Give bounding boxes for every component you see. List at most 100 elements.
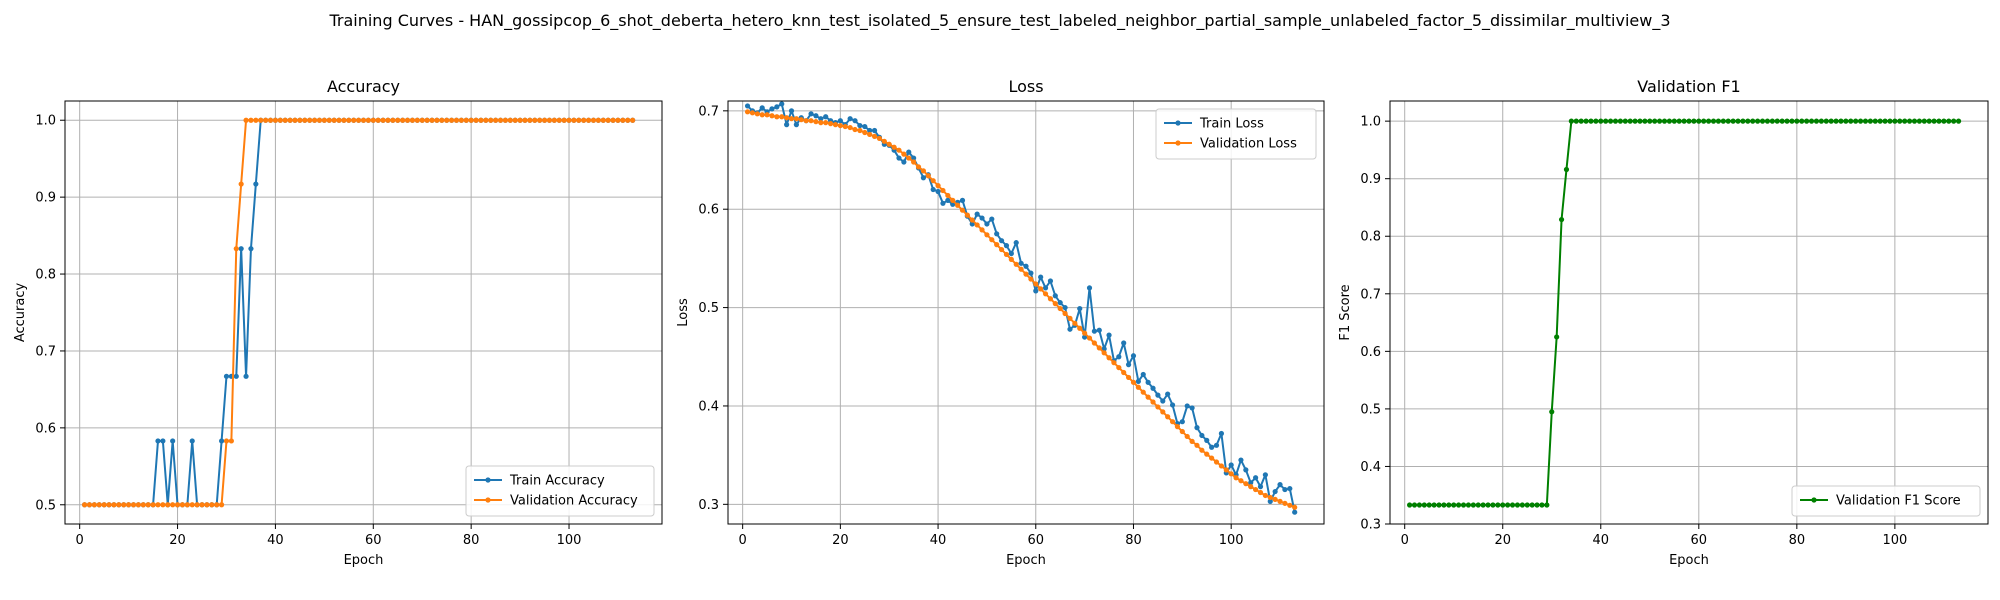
- data-point: [1228, 471, 1234, 477]
- data-point: [979, 227, 985, 233]
- data-point: [808, 118, 814, 124]
- data-point: [1456, 502, 1462, 508]
- data-point: [1681, 118, 1687, 124]
- data-point: [1140, 371, 1146, 378]
- data-point: [493, 117, 499, 123]
- data-point: [1018, 266, 1024, 272]
- data-point: [1272, 488, 1278, 495]
- data-point: [346, 117, 352, 123]
- data-point: [1091, 340, 1097, 346]
- data-point: [1013, 240, 1019, 246]
- data-point: [1578, 118, 1584, 124]
- data-point: [448, 117, 455, 123]
- data-point: [96, 502, 102, 508]
- data-point: [145, 502, 151, 508]
- data-point: [189, 438, 195, 444]
- data-point: [429, 117, 435, 123]
- data-point: [326, 117, 332, 123]
- data-point: [1735, 118, 1741, 124]
- data-point: [233, 373, 239, 379]
- data-point: [170, 438, 176, 444]
- data-point: [209, 502, 215, 508]
- data-point: [1091, 328, 1097, 334]
- data-point: [1539, 502, 1545, 508]
- data-point: [287, 117, 293, 123]
- data-point: [1223, 467, 1229, 473]
- data-point: [994, 231, 1000, 237]
- y-tick-label: 0.9: [35, 191, 56, 206]
- data-point: [1282, 500, 1288, 506]
- data-point: [744, 103, 751, 109]
- data-point: [1490, 502, 1496, 508]
- x-tick-label: 80: [1125, 533, 1142, 548]
- data-point: [419, 117, 425, 123]
- data-point: [1145, 379, 1151, 385]
- data-point: [101, 502, 107, 508]
- data-point: [911, 155, 917, 161]
- data-point: [116, 502, 122, 508]
- data-point: [881, 138, 887, 144]
- legend-label: Train Loss: [1199, 117, 1264, 132]
- data-point: [984, 232, 990, 238]
- data-point: [1248, 480, 1254, 486]
- data-point: [1598, 118, 1604, 124]
- data-point: [1715, 118, 1722, 124]
- data-point: [483, 117, 489, 123]
- data-point: [1941, 118, 1947, 124]
- data-point: [253, 117, 259, 123]
- legend-label: Validation F1 Score: [1836, 494, 1961, 509]
- data-point: [1106, 332, 1112, 338]
- data-point: [1184, 403, 1190, 409]
- chart-title: Loss: [1008, 77, 1043, 96]
- data-point: [1955, 118, 1962, 124]
- x-tick-label: 20: [832, 533, 849, 548]
- data-point: [385, 117, 391, 123]
- x-tick-label: 80: [463, 533, 480, 548]
- data-point: [832, 122, 839, 128]
- data-point: [586, 117, 592, 123]
- data-point: [1003, 243, 1010, 249]
- data-point: [1426, 502, 1432, 508]
- data-point: [258, 117, 264, 123]
- data-point: [1042, 291, 1049, 297]
- y-tick-label: 0.6: [698, 203, 719, 218]
- chart-title: Accuracy: [327, 77, 400, 96]
- data-point: [803, 118, 809, 124]
- legend-box: [1155, 108, 1317, 160]
- data-point: [214, 502, 220, 508]
- data-point: [512, 117, 518, 123]
- data-point: [282, 117, 288, 123]
- data-point: [1204, 437, 1210, 443]
- data-point: [1047, 278, 1054, 284]
- data-point: [556, 117, 562, 123]
- y-tick-label: 0.4: [1360, 460, 1381, 475]
- data-point: [595, 117, 601, 123]
- data-point: [1519, 502, 1525, 508]
- data-point: [857, 127, 863, 134]
- data-point: [404, 117, 411, 123]
- data-point: [1848, 118, 1854, 124]
- data-point: [1028, 276, 1034, 282]
- data-point: [1135, 378, 1141, 384]
- data-point: [1238, 478, 1244, 484]
- data-point: [243, 117, 249, 123]
- data-point: [896, 155, 902, 161]
- data-point: [1603, 118, 1609, 124]
- y-tick-label: 0.8: [35, 268, 56, 283]
- data-point: [1411, 502, 1418, 508]
- data-point: [1101, 350, 1107, 356]
- data-point: [1573, 118, 1579, 124]
- data-point: [267, 117, 274, 123]
- axes-frame: [64, 100, 663, 525]
- series-validation-accuracy: [81, 117, 636, 508]
- data-point: [179, 502, 186, 508]
- data-point: [1272, 496, 1278, 503]
- data-point: [272, 117, 279, 123]
- data-point: [1067, 315, 1073, 321]
- data-point: [277, 117, 283, 123]
- data-point: [1823, 118, 1829, 124]
- data-point: [297, 117, 303, 123]
- x-tick-label: 0: [76, 533, 84, 548]
- data-point: [1282, 486, 1288, 493]
- data-point: [111, 502, 117, 508]
